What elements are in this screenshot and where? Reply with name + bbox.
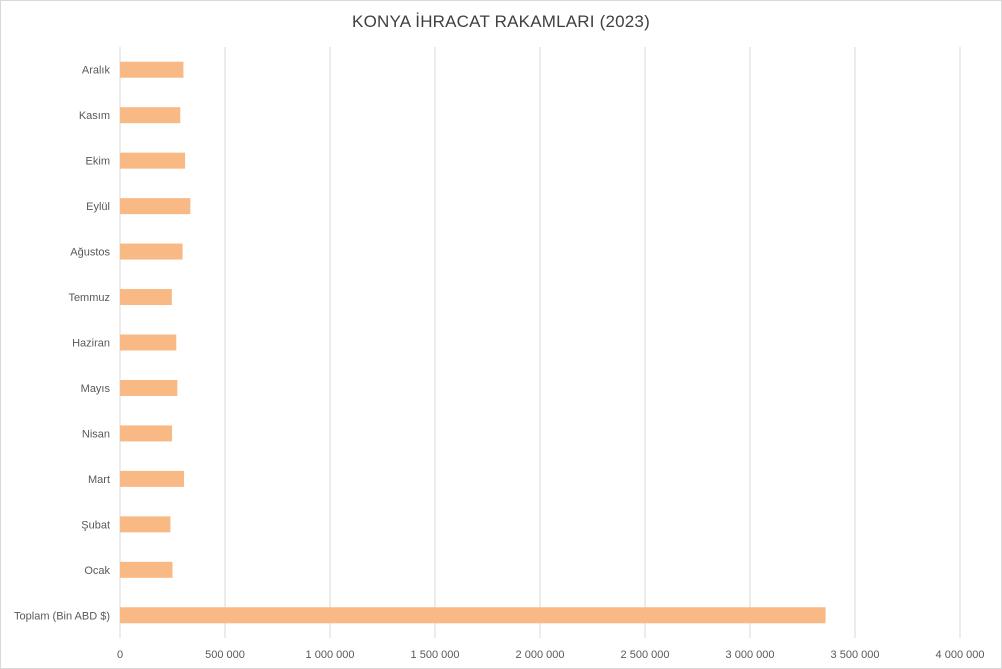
x-tick-label: 2 000 000 — [516, 649, 565, 661]
chart-title: KONYA İHRACAT RAKAMLARI (2023) — [352, 12, 650, 31]
bar — [120, 198, 191, 215]
x-tick-label: 3 000 000 — [726, 649, 775, 661]
category-labels: Toplam (Bin ABD $) Ocak Şubat Mart Nisan Mayı… — [14, 65, 110, 623]
bar — [120, 289, 172, 306]
category-label: Mart — [88, 474, 110, 486]
x-tick-label: 2 500 000 — [621, 649, 670, 661]
bar — [120, 516, 171, 533]
bar — [120, 561, 173, 578]
x-tick-label: 3 500 000 — [831, 649, 880, 661]
x-tick-labels: 0 500 000 1 000 000 1 500 000 2 000 000 2 500… — [117, 649, 985, 661]
x-tick-label: 1 500 000 — [411, 649, 460, 661]
category-label: Kasım — [79, 110, 110, 122]
x-tick-label: 0 — [117, 649, 123, 661]
bar — [120, 470, 185, 487]
bar — [120, 243, 183, 260]
bar — [120, 607, 826, 624]
bars — [120, 61, 826, 624]
x-tick-label: 4 000 000 — [936, 649, 985, 661]
category-label: Ekim — [86, 156, 110, 168]
category-label: Toplam (Bin ABD $) — [14, 610, 110, 622]
bar — [120, 425, 173, 442]
bar — [120, 61, 184, 78]
x-tick-label: 1 000 000 — [306, 649, 355, 661]
category-label: Haziran — [72, 338, 110, 350]
category-label: Ağustos — [70, 247, 110, 259]
gridlines — [119, 47, 961, 638]
category-label: Eylül — [86, 201, 110, 213]
bar — [120, 334, 177, 351]
category-label: Şubat — [81, 519, 110, 531]
x-tick-label: 500 000 — [205, 649, 245, 661]
bar — [120, 107, 181, 124]
category-label: Nisan — [82, 428, 110, 440]
category-label: Ocak — [84, 565, 110, 577]
bar — [120, 379, 178, 396]
category-label: Temmuz — [68, 292, 110, 304]
bar — [120, 152, 186, 169]
category-label: Aralık — [82, 65, 111, 77]
category-label: Mayıs — [81, 383, 111, 395]
